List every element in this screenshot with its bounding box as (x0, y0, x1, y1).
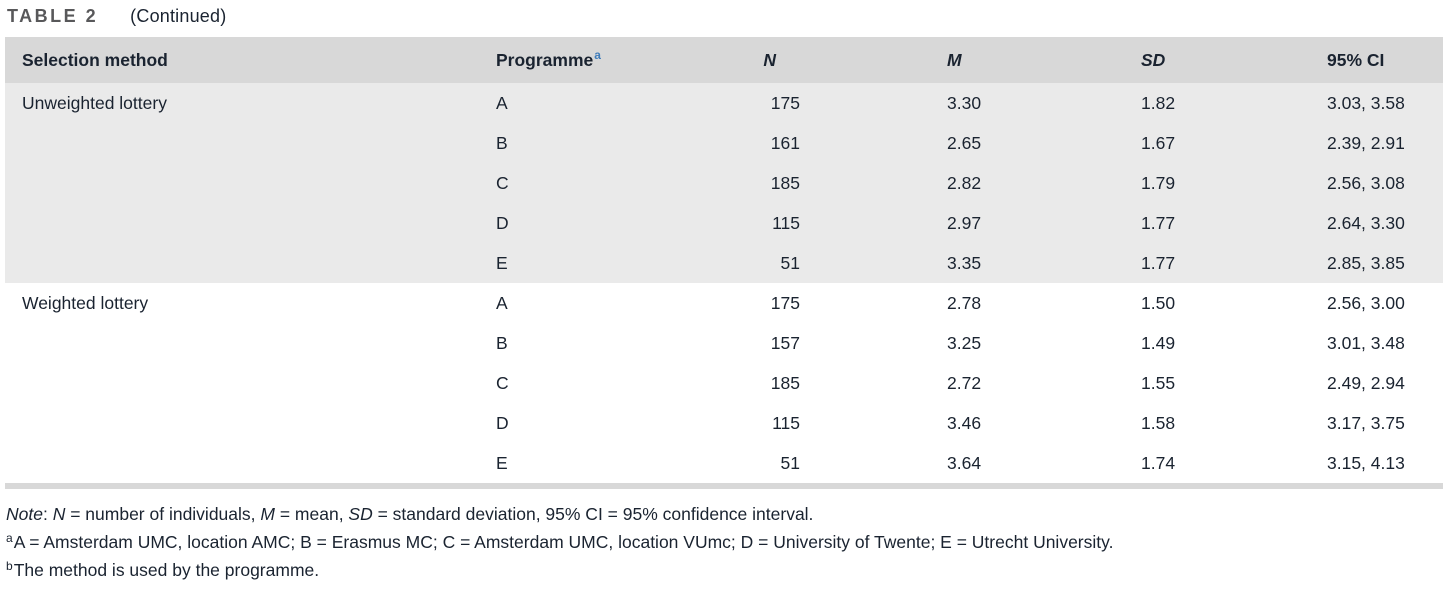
table-row: E 51 3.35 1.77 2.85, 3.85 (5, 243, 1443, 283)
note-line: Note: N = number of individuals, M = mea… (6, 500, 1446, 528)
ci-cell: 3.17, 3.75 (1327, 412, 1405, 433)
ci-cell: 2.49, 2.94 (1327, 372, 1405, 393)
n-cell: 175 (770, 92, 800, 113)
n-cell: 115 (772, 212, 800, 233)
col-header-m: M (947, 49, 962, 70)
programme-cell: D (496, 212, 509, 233)
table-continued-label: (Continued) (130, 6, 227, 26)
col-header-selection-method: Selection method (22, 49, 168, 70)
m-cell: 3.64 (947, 452, 982, 473)
footnote-a-text: A = Amsterdam UMC, location AMC; B = Era… (13, 532, 1114, 552)
table-body: Unweighted lottery A 175 3.30 1.82 3.03, 3.58… (5, 83, 1443, 483)
m-cell: 3.30 (947, 92, 982, 113)
selection-method-cell: Weighted lottery (22, 292, 149, 313)
selection-method-cell: Unweighted lottery (22, 92, 167, 113)
table-row: Weighted lottery A 175 2.78 1.50 2.56, 3.00 (5, 283, 1443, 323)
programme-cell: A (496, 292, 508, 313)
m-cell: 3.35 (947, 252, 982, 273)
m-cell: 3.46 (947, 412, 982, 433)
table-bottom-rule (5, 483, 1443, 489)
sd-cell: 1.77 (1141, 252, 1176, 273)
sd-cell: 1.55 (1141, 372, 1176, 393)
programme-cell: E (496, 452, 508, 473)
ci-cell: 3.03, 3.58 (1327, 92, 1405, 113)
col-header-n: N (763, 49, 776, 70)
ci-cell: 3.01, 3.48 (1327, 332, 1405, 353)
table-section: Unweighted lottery A 175 3.30 1.82 3.03, 3.58… (5, 83, 1443, 283)
sd-cell: 1.82 (1141, 92, 1176, 113)
table-header-row: Selection method Programmea N M SD 95% C… (5, 37, 1443, 83)
footnote-b: bThe method is used by the programme. (6, 556, 1446, 584)
ci-cell: 2.56, 3.00 (1327, 292, 1405, 313)
col-header-programme-label: Programme (496, 49, 594, 70)
note-segment: = mean, (274, 504, 349, 524)
n-cell: 161 (770, 132, 800, 153)
programme-cell: C (496, 372, 509, 393)
m-cell: 2.82 (947, 172, 982, 193)
note-segment: SD (348, 504, 373, 524)
programme-cell: B (496, 332, 508, 353)
footnote-b-marker: b (6, 559, 13, 573)
col-header-sd: SD (1141, 49, 1166, 70)
note-segment: : (42, 504, 53, 524)
footnote-a-marker: a (6, 531, 13, 545)
table-row: D 115 3.46 1.58 3.17, 3.75 (5, 403, 1443, 443)
footnote-b-text: The method is used by the programme. (13, 560, 320, 580)
note-segment: = number of individuals, (65, 504, 261, 524)
n-cell: 51 (780, 252, 800, 273)
ci-cell: 2.85, 3.85 (1327, 252, 1405, 273)
m-cell: 2.97 (947, 212, 982, 233)
sd-cell: 1.50 (1141, 292, 1176, 313)
footnote-marker-a-icon: a (594, 47, 601, 62)
programme-cell: B (496, 132, 508, 153)
sd-cell: 1.58 (1141, 412, 1176, 433)
table-row: Unweighted lottery A 175 3.30 1.82 3.03, 3.58 (5, 83, 1443, 123)
ci-cell: 2.56, 3.08 (1327, 172, 1405, 193)
data-table: Selection method Programmea N M SD 95% C… (5, 37, 1443, 483)
table-number-label: TABLE 2 (7, 6, 99, 26)
table-row: E 51 3.64 1.74 3.15, 4.13 (5, 443, 1443, 483)
m-cell: 2.78 (947, 292, 982, 313)
table-footnotes: Note: N = number of individuals, M = mea… (0, 489, 1446, 584)
note-segment: Note (6, 504, 43, 524)
programme-cell: C (496, 172, 509, 193)
table-row: B 157 3.25 1.49 3.01, 3.48 (5, 323, 1443, 363)
ci-cell: 3.15, 4.13 (1327, 452, 1405, 473)
note-segment: = standard deviation, 95% CI = 95% confi… (372, 504, 814, 524)
n-cell: 157 (770, 332, 800, 353)
n-cell: 115 (772, 412, 800, 433)
col-header-programme: Programmea (474, 47, 678, 71)
table-caption: TABLE 2 (Continued) (0, 0, 1446, 36)
table-row: C 185 2.72 1.55 2.49, 2.94 (5, 363, 1443, 403)
m-cell: 2.72 (947, 372, 982, 393)
n-cell: 51 (780, 452, 800, 473)
m-cell: 3.25 (947, 332, 982, 353)
n-cell: 175 (770, 292, 800, 313)
ci-cell: 2.64, 3.30 (1327, 212, 1405, 233)
col-header-ci: 95% CI (1327, 49, 1385, 70)
n-cell: 185 (770, 372, 800, 393)
ci-cell: 2.39, 2.91 (1327, 132, 1405, 153)
m-cell: 2.65 (947, 132, 982, 153)
sd-cell: 1.79 (1141, 172, 1176, 193)
programme-cell: A (496, 92, 508, 113)
note-segment: N (52, 504, 66, 524)
sd-cell: 1.67 (1141, 132, 1176, 153)
table-section: Weighted lottery A 175 2.78 1.50 2.56, 3.00 B 1… (5, 283, 1443, 483)
n-cell: 185 (770, 172, 800, 193)
sd-cell: 1.77 (1141, 212, 1176, 233)
table-row: C 185 2.82 1.79 2.56, 3.08 (5, 163, 1443, 203)
table-row: B 161 2.65 1.67 2.39, 2.91 (5, 123, 1443, 163)
sd-cell: 1.74 (1141, 452, 1176, 473)
sd-cell: 1.49 (1141, 332, 1176, 353)
table-row: D 115 2.97 1.77 2.64, 3.30 (5, 203, 1443, 243)
note-segment: M (260, 504, 275, 524)
programme-cell: E (496, 252, 508, 273)
footnote-a: aA = Amsterdam UMC, location AMC; B = Er… (6, 528, 1446, 556)
programme-cell: D (496, 412, 509, 433)
